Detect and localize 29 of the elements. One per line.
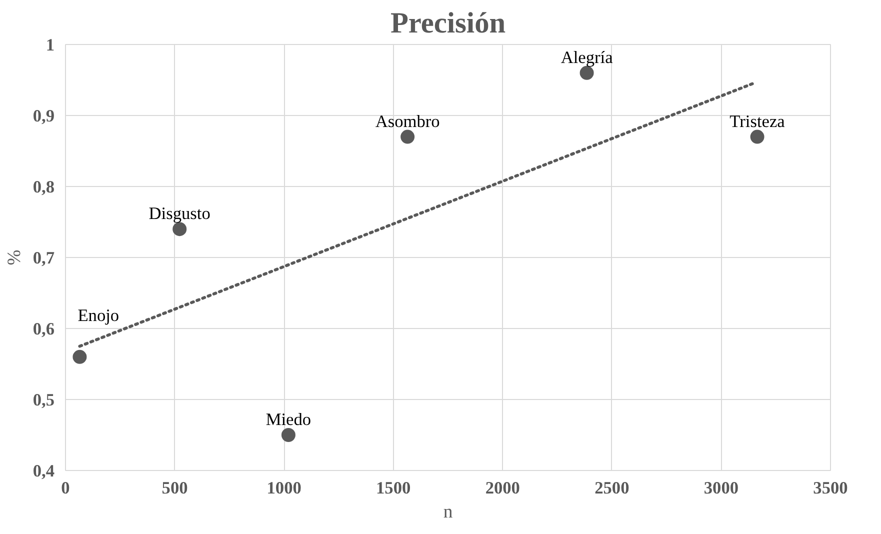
annotation: Disgusto [148,204,210,224]
annotation: Miedo [266,410,312,429]
point [400,130,415,144]
y-tick-label: 0,6 [32,320,55,338]
y-tick-label: 1 [46,36,55,54]
x-tick-label: 1500 [376,478,411,498]
x-tick-label: 1000 [266,478,302,498]
y-tick-label: 0,8 [32,178,55,196]
y-tick-label: 0,5 [32,390,55,410]
y-tick-label: 0,9 [32,106,55,126]
point [281,428,296,442]
x-tick-label: 2500 [594,478,630,498]
x-axis-title: n [443,502,454,522]
y-tick-label: 0,7 [32,248,55,268]
chart-title: Precisión [390,8,506,40]
x-tick-label: 2000 [485,478,520,498]
x-tick-label: 3000 [704,478,739,498]
x-tick-label: 3500 [813,478,848,498]
point [750,130,764,144]
point [72,350,87,364]
x-tick-label: 500 [162,478,188,498]
annotation: Enojo [78,306,120,325]
annotation: Alegría [560,48,614,67]
annotation: Asombro [375,112,440,131]
x-tick-label: 0 [61,478,70,498]
y-tick-label: 0,4 [32,462,55,480]
y-axis-title: % [4,250,25,266]
point [172,222,187,236]
annotation: Tristeza [730,112,786,131]
